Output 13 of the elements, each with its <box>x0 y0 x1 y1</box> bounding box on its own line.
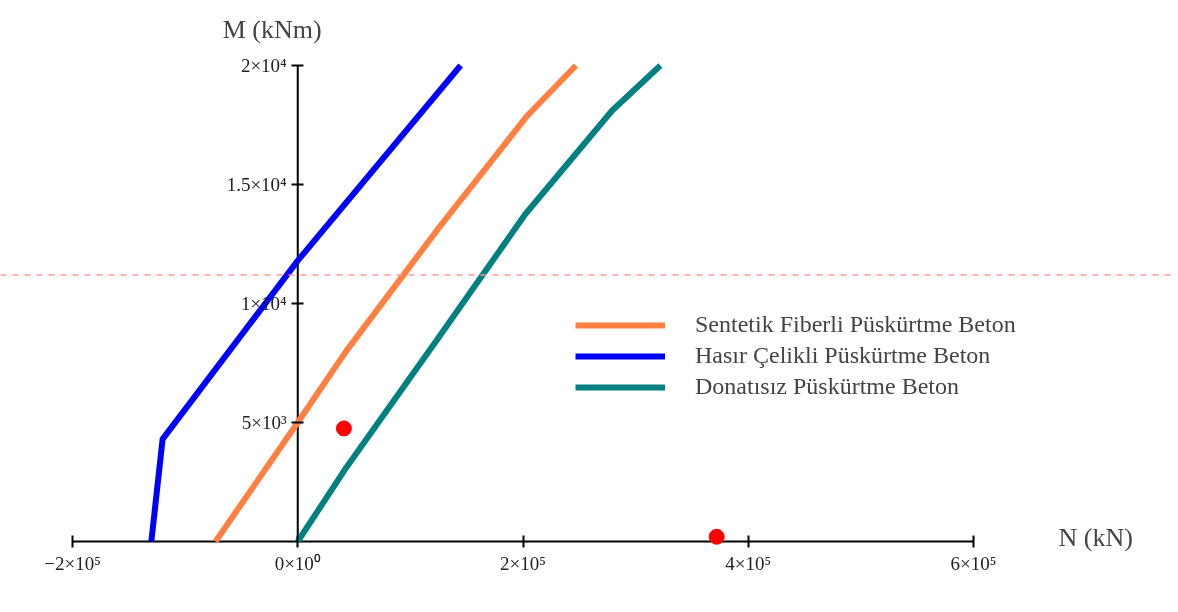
x-tick-label: 4×10⁵ <box>725 552 772 574</box>
legend-label: Donatısız Püskürtme Beton <box>695 373 959 400</box>
x-tick-label: 6×10⁵ <box>950 552 997 574</box>
y-tick-label: 2×10⁴ <box>240 55 288 76</box>
x-axis-title: N (kN) <box>1058 522 1133 552</box>
x-tick-label: 2×10⁵ <box>500 552 546 574</box>
y-tick-label: 1.5×10⁴ <box>226 174 288 195</box>
x-tick-label: −2×10⁵ <box>44 552 101 574</box>
y-tick-label: 5×10³ <box>241 412 288 433</box>
y-axis-title: M (kNm) <box>222 14 322 44</box>
x-tick-label: 0×10⁰ <box>274 552 321 574</box>
legend-label: Hasır Çelikli Püskürtme Beton <box>695 342 991 369</box>
legend-label: Sentetik Fiberli Püskürtme Beton <box>695 311 1016 338</box>
